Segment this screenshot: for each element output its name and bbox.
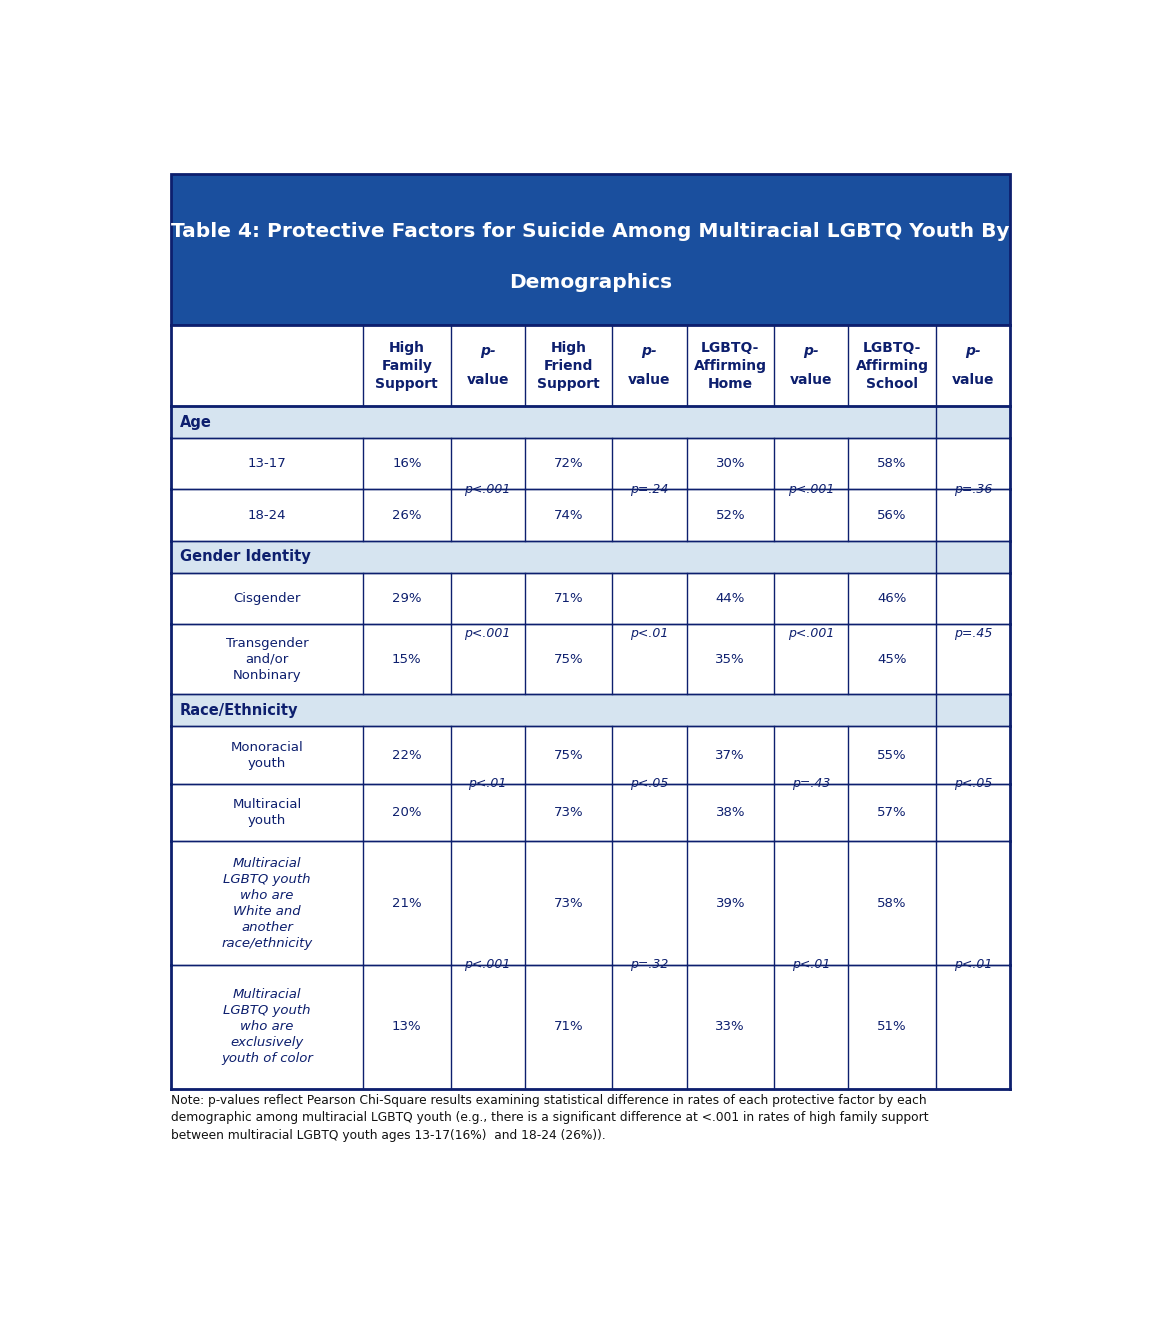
Text: High
Family
Support: High Family Support [376, 340, 438, 391]
Text: p<.05: p<.05 [630, 777, 668, 790]
Text: 73%: 73% [554, 806, 583, 820]
FancyBboxPatch shape [170, 695, 1010, 727]
Text: p<.05: p<.05 [954, 777, 992, 790]
Text: p-: p- [480, 344, 495, 357]
Text: p=.36: p=.36 [954, 483, 992, 496]
Text: High
Friend
Support: High Friend Support [537, 340, 600, 391]
Text: p<.01: p<.01 [630, 628, 668, 639]
Text: p<.001: p<.001 [464, 959, 510, 972]
Text: 56%: 56% [878, 508, 907, 522]
Text: 58%: 58% [878, 457, 907, 470]
Text: 35%: 35% [715, 653, 745, 666]
Text: p-: p- [803, 344, 819, 357]
Text: 21%: 21% [392, 896, 422, 910]
Text: Demographics: Demographics [509, 273, 672, 293]
FancyBboxPatch shape [170, 406, 1010, 438]
FancyBboxPatch shape [170, 727, 1010, 784]
FancyBboxPatch shape [170, 784, 1010, 841]
Text: p=.43: p=.43 [791, 777, 831, 790]
Text: p<.001: p<.001 [788, 483, 834, 496]
Text: LGBTQ-
Affirming
School: LGBTQ- Affirming School [856, 340, 929, 391]
Text: 26%: 26% [392, 508, 422, 522]
Text: 55%: 55% [877, 748, 907, 761]
Text: Race/Ethnicity: Race/Ethnicity [180, 703, 298, 718]
Text: 33%: 33% [715, 1021, 745, 1033]
FancyBboxPatch shape [170, 540, 1010, 572]
Text: Table 4: Protective Factors for Suicide Among Multiracial LGBTQ Youth By: Table 4: Protective Factors for Suicide … [172, 222, 1009, 241]
Text: 22%: 22% [392, 748, 422, 761]
Text: Cisgender: Cisgender [233, 592, 301, 605]
Text: 16%: 16% [392, 457, 422, 470]
Text: p<.001: p<.001 [464, 483, 510, 496]
Text: Multiracial
youth: Multiracial youth [233, 798, 302, 828]
Text: 46%: 46% [878, 592, 907, 605]
Text: value: value [467, 373, 509, 388]
Text: Monoracial
youth: Monoracial youth [230, 740, 303, 769]
Text: 38%: 38% [715, 806, 745, 820]
Text: p=.24: p=.24 [630, 483, 668, 496]
Text: 30%: 30% [715, 457, 745, 470]
Text: 15%: 15% [392, 653, 422, 666]
Text: Note: p-values reflect Pearson Chi-Square results examining statistical differen: Note: p-values reflect Pearson Chi-Squar… [170, 1094, 929, 1141]
Text: value: value [628, 373, 670, 388]
Text: 29%: 29% [392, 592, 422, 605]
FancyBboxPatch shape [170, 624, 1010, 695]
Text: 13%: 13% [392, 1021, 422, 1033]
Text: 52%: 52% [715, 508, 745, 522]
Text: Age: Age [180, 414, 212, 430]
Text: p=.32: p=.32 [630, 959, 668, 972]
FancyBboxPatch shape [170, 965, 1010, 1088]
Text: Gender Identity: Gender Identity [180, 549, 310, 564]
Text: 39%: 39% [715, 896, 745, 910]
Text: 71%: 71% [554, 592, 583, 605]
Text: Transgender
and/or
Nonbinary: Transgender and/or Nonbinary [226, 637, 309, 682]
Text: p=.45: p=.45 [954, 628, 992, 639]
Text: p-: p- [965, 344, 980, 357]
Text: 37%: 37% [715, 748, 745, 761]
FancyBboxPatch shape [170, 841, 1010, 965]
Text: 44%: 44% [715, 592, 745, 605]
FancyBboxPatch shape [170, 572, 1010, 624]
Text: 75%: 75% [554, 653, 583, 666]
Text: p<.01: p<.01 [954, 959, 992, 972]
Text: LGBTQ-
Affirming
Home: LGBTQ- Affirming Home [694, 340, 767, 391]
Text: p<.01: p<.01 [469, 777, 507, 790]
Text: value: value [952, 373, 994, 388]
FancyBboxPatch shape [170, 438, 1010, 490]
Text: 71%: 71% [554, 1021, 583, 1033]
Text: p<.001: p<.001 [464, 628, 510, 639]
Text: Multiracial
LGBTQ youth
who are
exclusively
youth of color: Multiracial LGBTQ youth who are exclusiv… [221, 988, 313, 1066]
FancyBboxPatch shape [170, 175, 1010, 326]
Text: 18-24: 18-24 [248, 508, 286, 522]
Text: 74%: 74% [554, 508, 583, 522]
Text: p-: p- [642, 344, 658, 357]
Text: 72%: 72% [554, 457, 583, 470]
Text: 58%: 58% [878, 896, 907, 910]
Text: value: value [790, 373, 833, 388]
Text: 13-17: 13-17 [248, 457, 287, 470]
FancyBboxPatch shape [170, 490, 1010, 540]
Text: 57%: 57% [877, 806, 907, 820]
Text: 45%: 45% [878, 653, 907, 666]
Text: Multiracial
LGBTQ youth
who are
White and
another
race/ethnicity: Multiracial LGBTQ youth who are White an… [221, 857, 312, 949]
Text: 20%: 20% [392, 806, 422, 820]
Text: 73%: 73% [554, 896, 583, 910]
Text: p<.001: p<.001 [788, 628, 834, 639]
Text: 51%: 51% [877, 1021, 907, 1033]
FancyBboxPatch shape [170, 326, 1010, 406]
Text: p<.01: p<.01 [791, 959, 831, 972]
Text: 75%: 75% [554, 748, 583, 761]
